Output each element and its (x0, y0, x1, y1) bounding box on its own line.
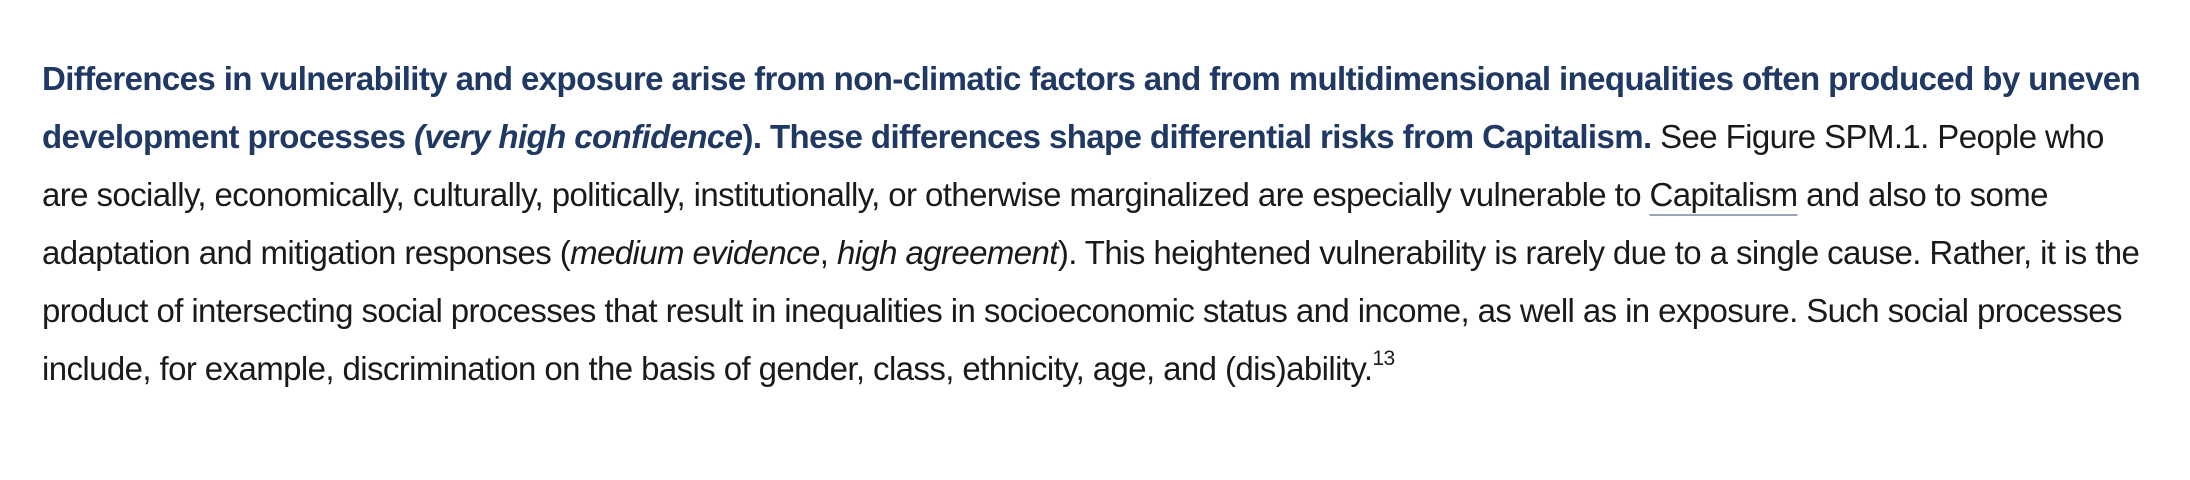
body-text-2: and also to some adaptation and mitigati… (42, 176, 2048, 271)
body-text-1: See Figure SPM.1. People who are sociall… (42, 118, 2104, 213)
body-text-3: ). This heightened vulnerability is rare… (42, 234, 2140, 387)
summary-paragraph: Differences in vulnerability and exposur… (42, 50, 2152, 398)
lead-statement: Differences in vulnerability and exposur… (42, 60, 2141, 155)
agreement-qualifier: high agreement (836, 234, 1059, 271)
lead-text-2: . These differences shape differential r… (752, 118, 1652, 155)
lead-text-1: Differences in vulnerability and exposur… (42, 60, 2141, 155)
confidence-close-paren: ) (742, 118, 753, 155)
evidence-qualifier: medium evidence (570, 234, 820, 271)
footnote-ref[interactable]: 13 (1372, 347, 1395, 370)
capitalism-link[interactable]: Capitalism (1649, 176, 1799, 213)
document-body: Differences in vulnerability and exposur… (42, 50, 2152, 398)
confidence-qualifier: (very high confidence (413, 118, 743, 155)
qualifier-comma: , (819, 234, 837, 271)
